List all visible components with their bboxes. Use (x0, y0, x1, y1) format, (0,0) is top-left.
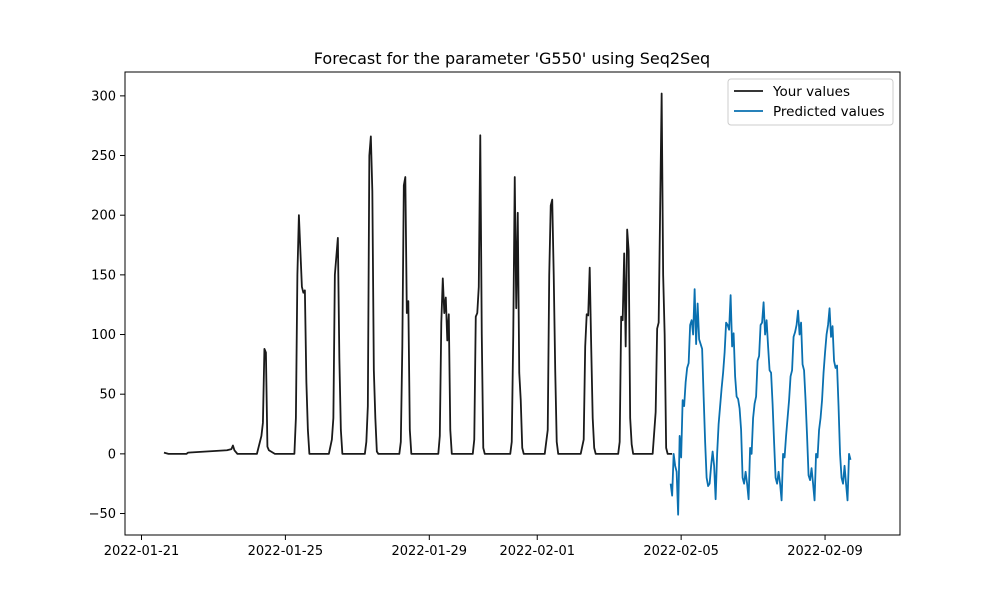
x-axis: 2022-01-21 2022-01-25 2022-01-29 2022-02-01… (104, 535, 863, 559)
series-line-predicted-values (669, 288, 852, 516)
x-tick-label: 2022-02-09 (787, 544, 863, 559)
plot-area (124, 71, 901, 536)
y-tick-label: −50 (89, 507, 116, 522)
plot-background (125, 72, 900, 535)
y-tick-label: 300 (91, 89, 116, 104)
legend: Your values Predicted values (727, 78, 894, 126)
series-line-your-values (163, 92, 673, 455)
chart-title: Forecast for the parameter 'G550' using … (314, 49, 710, 68)
y-axis: −50 0 50 100 150 200 250 300 (89, 89, 125, 522)
x-tick-label: 2022-02-05 (643, 544, 719, 559)
y-tick-label: 200 (91, 209, 116, 224)
x-tick-label: 2022-01-21 (104, 544, 180, 559)
y-tick-label: 0 (108, 447, 116, 462)
y-tick-label: 150 (91, 268, 116, 283)
legend-label: Predicted values (773, 104, 885, 120)
y-tick-label: 250 (91, 149, 116, 164)
plot-frame (124, 71, 901, 536)
x-tick-label: 2022-02-01 (499, 544, 575, 559)
series-layer (163, 92, 852, 516)
x-tick-label: 2022-01-29 (392, 544, 468, 559)
x-tick-label: 2022-01-25 (248, 544, 324, 559)
legend-label: Your values (772, 84, 850, 100)
y-tick-label: 100 (91, 328, 116, 343)
legend-box (727, 78, 894, 126)
y-tick-label: 50 (99, 388, 116, 403)
